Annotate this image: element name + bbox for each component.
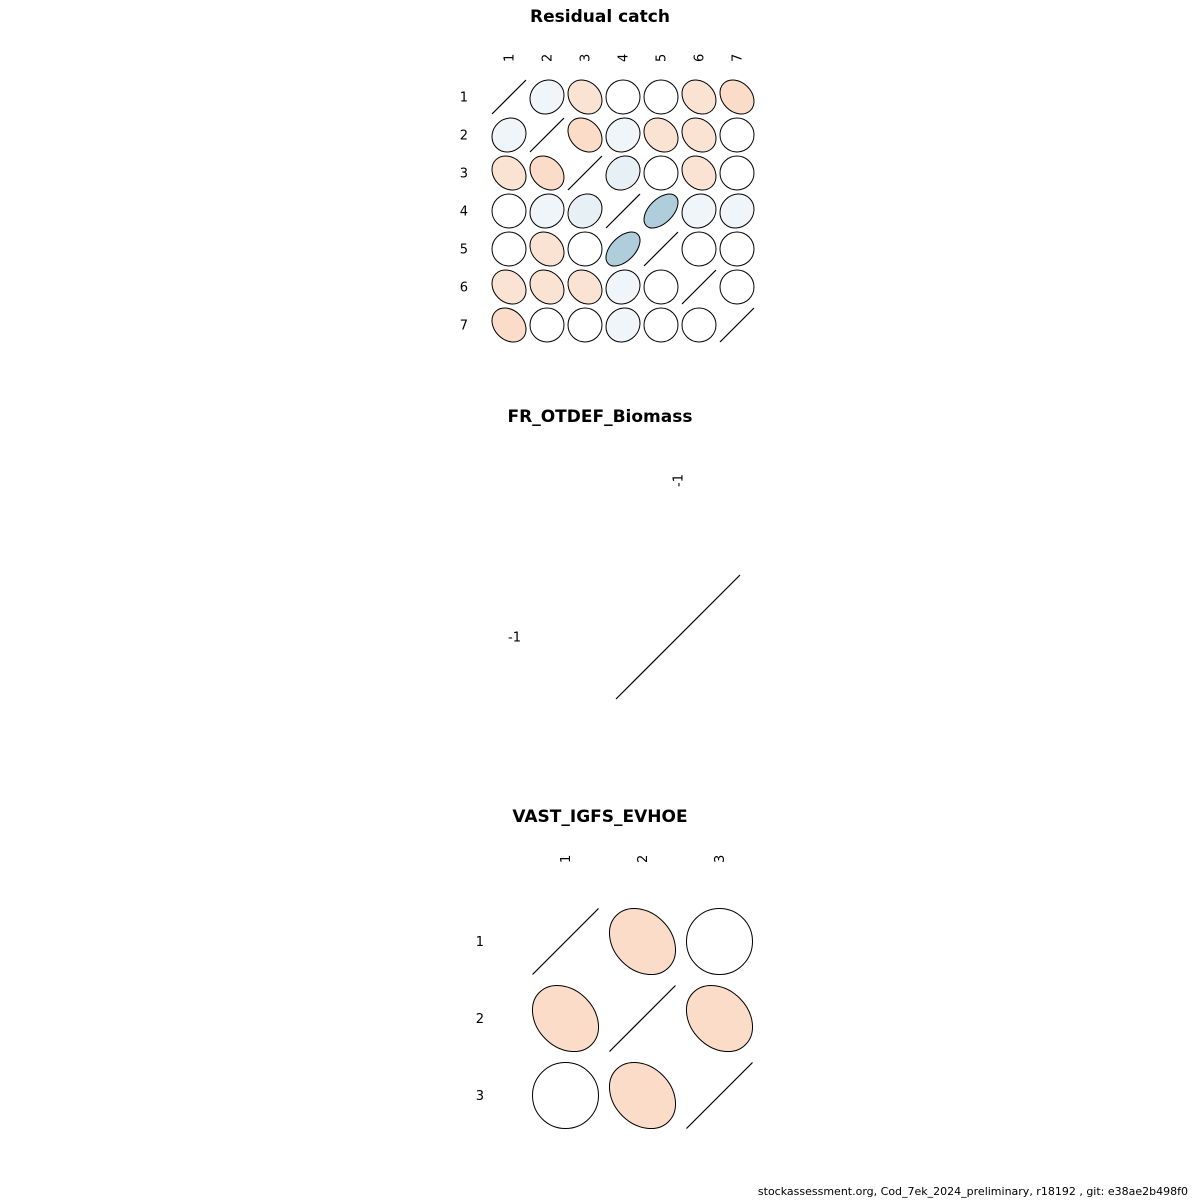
chart-3: VAST_IGFS_EVHOE 1 2 3 1 2 3 xyxy=(476,807,754,1130)
correlation-ellipse xyxy=(608,907,677,976)
correlation-ellipse xyxy=(681,193,717,229)
diagonal-unit-line xyxy=(491,79,527,115)
diagonal-unit-line xyxy=(567,155,603,191)
correlation-ellipse xyxy=(643,307,679,343)
correlation-ellipse xyxy=(529,269,565,305)
correlation-ellipse xyxy=(531,984,600,1053)
chart-title: VAST_IGFS_EVHOE xyxy=(512,807,687,827)
chart-2: FR_OTDEF_Biomass -1 -1 xyxy=(508,407,741,700)
correlation-ellipse xyxy=(605,79,641,115)
correlation-ellipse xyxy=(643,79,679,115)
correlation-ellipse xyxy=(529,231,565,267)
chart-title: Residual catch xyxy=(530,7,670,27)
correlation-ellipse xyxy=(529,193,565,229)
column-label: 3 xyxy=(579,54,594,62)
correlation-ellipse xyxy=(567,269,603,305)
row-label: 7 xyxy=(460,319,468,334)
diagonal-unit-line xyxy=(643,231,679,267)
column-label: 5 xyxy=(655,54,670,62)
row-label: 2 xyxy=(476,1012,484,1027)
diagonal-unit-line xyxy=(686,1062,753,1129)
row-label: 3 xyxy=(476,1089,484,1104)
column-label: 6 xyxy=(693,54,708,62)
column-label: 3 xyxy=(713,855,728,863)
chart-title: FR_OTDEF_Biomass xyxy=(508,407,693,427)
footer-text: stockassessment.org, Cod_7ek_2024_prelim… xyxy=(757,1185,1188,1198)
correlation-ellipse xyxy=(491,117,527,153)
column-label: 7 xyxy=(731,54,746,62)
correlation-ellipse xyxy=(681,117,717,153)
row-label: 1 xyxy=(476,935,484,950)
column-label: -1 xyxy=(672,474,687,487)
diagonal-unit-line xyxy=(681,269,717,305)
correlation-ellipse xyxy=(719,155,755,191)
correlation-ellipse xyxy=(686,908,753,975)
correlation-ellipse xyxy=(529,155,565,191)
correlation-ellipse xyxy=(681,307,717,343)
correlation-ellipse xyxy=(491,155,527,191)
correlation-ellipse xyxy=(719,231,755,267)
diagonal-unit-line xyxy=(532,908,599,975)
correlation-ellipse xyxy=(643,193,679,229)
column-label: 2 xyxy=(541,54,556,62)
column-label: 1 xyxy=(559,855,574,863)
correlation-ellipse xyxy=(529,79,565,115)
chart-1: Residual catch 1 2 3 4 5 6 7 1 2 3 4 5 6 7 xyxy=(460,7,755,343)
diagonal-unit-line xyxy=(615,574,741,700)
correlation-ellipse xyxy=(643,269,679,305)
correlation-ellipse xyxy=(605,269,641,305)
correlation-ellipse xyxy=(719,193,755,229)
correlation-ellipse xyxy=(719,117,755,153)
diagonal-unit-line xyxy=(605,193,641,229)
diagonal-unit-line xyxy=(529,117,565,153)
correlation-ellipse xyxy=(567,307,603,343)
row-label: 5 xyxy=(460,243,468,258)
diagonal-unit-line xyxy=(719,307,755,343)
row-label: -1 xyxy=(508,631,521,646)
correlation-ellipse xyxy=(719,79,755,115)
correlation-ellipse xyxy=(643,155,679,191)
correlation-ellipse xyxy=(491,193,527,229)
diagonal-unit-line xyxy=(609,985,676,1052)
correlation-ellipse xyxy=(643,117,679,153)
correlation-ellipse xyxy=(567,117,603,153)
correlation-ellipse xyxy=(567,193,603,229)
correlation-ellipse xyxy=(567,79,603,115)
correlation-ellipse xyxy=(681,231,717,267)
column-label: 1 xyxy=(503,54,518,62)
row-label: 6 xyxy=(460,281,468,296)
row-label: 2 xyxy=(460,129,468,144)
correlation-ellipse xyxy=(719,269,755,305)
column-label: 2 xyxy=(636,855,651,863)
correlation-ellipse xyxy=(491,231,527,267)
correlation-ellipse xyxy=(605,117,641,153)
correlation-ellipse xyxy=(605,231,641,267)
correlation-ellipse xyxy=(567,231,603,267)
correlation-ellipse xyxy=(491,307,527,343)
row-label: 1 xyxy=(460,91,468,106)
correlation-ellipse xyxy=(608,1061,677,1130)
column-label: 4 xyxy=(617,54,632,62)
correlation-ellipse xyxy=(532,1062,599,1129)
row-label: 4 xyxy=(460,205,468,220)
correlation-ellipse xyxy=(681,155,717,191)
correlation-ellipse xyxy=(681,79,717,115)
correlation-ellipse xyxy=(605,155,641,191)
correlation-ellipse xyxy=(491,269,527,305)
row-label: 3 xyxy=(460,167,468,182)
correlation-ellipse xyxy=(685,984,754,1053)
correlation-ellipse xyxy=(529,307,565,343)
correlation-ellipse xyxy=(605,307,641,343)
